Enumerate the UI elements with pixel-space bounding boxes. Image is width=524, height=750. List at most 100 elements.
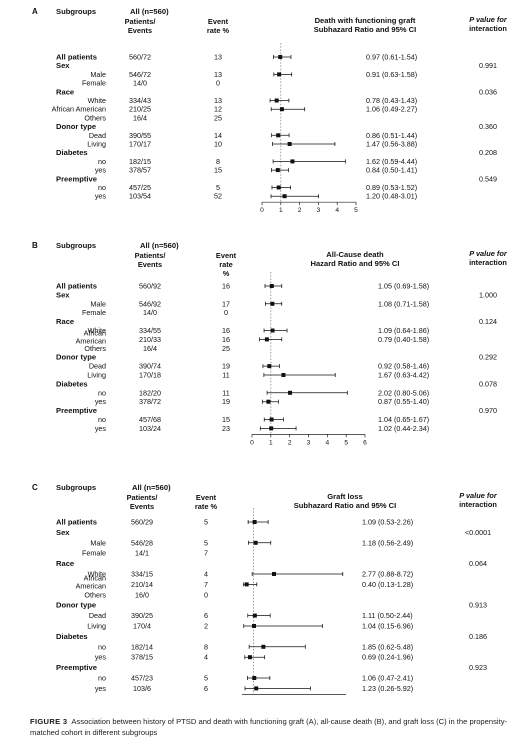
- row-label: Donor type: [56, 601, 96, 610]
- estimate-title: Subhazard Ratio and 95% CI: [314, 25, 417, 34]
- patients-events-value: 390/25: [131, 611, 153, 620]
- patients-events-header: Patients/: [127, 493, 158, 502]
- patients-events-header: Events: [138, 260, 162, 269]
- event-rate-value: 0: [216, 79, 220, 88]
- forest-plot-figure: A Subgroups All (n=560)Patients/EventsEven…: [32, 7, 508, 695]
- event-rate-value: 8: [216, 157, 220, 166]
- ci-text: 1.06 (0.47-2.41): [362, 674, 413, 683]
- point-estimate: [274, 98, 279, 103]
- point-estimate: [270, 301, 275, 306]
- patients-events-value: 457/23: [131, 674, 153, 683]
- row-label: yes: [95, 397, 107, 406]
- patients-events-value: 560/92: [139, 282, 161, 291]
- x-tick-label: 4: [335, 207, 339, 214]
- row-label: All patients: [56, 53, 97, 62]
- event-rate-header: Event: [208, 17, 229, 26]
- event-rate-header: rate %: [195, 502, 218, 511]
- row-label: Sex: [56, 290, 70, 299]
- patients-events-value: 378/15: [131, 653, 153, 662]
- point-estimate: [266, 399, 271, 404]
- patients-events-value: 170/18: [139, 371, 161, 380]
- p-value-header: P value for: [459, 491, 498, 500]
- patients-events-value: 210/25: [129, 105, 151, 114]
- patients-events-value: 560/29: [131, 518, 153, 527]
- ci-text: 0.69 (0.24-1.96): [362, 653, 413, 662]
- patients-events-value: 103/24: [139, 424, 161, 433]
- ci-text: 1.47 (0.56-3.88): [366, 140, 417, 149]
- event-rate-value: 23: [222, 424, 230, 433]
- ci-text: 1.20 (0.48-3.01): [366, 192, 417, 201]
- event-rate-value: 13: [214, 70, 222, 79]
- estimate-title: Subhazard Ratio and 95% CI: [294, 501, 397, 510]
- patients-events-value: 390/55: [129, 131, 151, 140]
- event-rate-value: 8: [204, 642, 208, 651]
- row-label: no: [98, 157, 106, 166]
- patients-events-value: 16/4: [133, 113, 147, 122]
- ci-text: 0.78 (0.43-1.43): [366, 96, 417, 105]
- row-label: yes: [95, 424, 107, 433]
- point-estimate: [244, 582, 249, 587]
- patients-events-value: 182/20: [139, 388, 161, 397]
- event-rate-value: 52: [214, 192, 222, 201]
- patients-events-value: 16/4: [143, 344, 157, 353]
- figure-caption-label: FIGURE 3: [30, 717, 68, 726]
- ci-text: 1.04 (0.15-6.96): [362, 622, 413, 631]
- ci-text: 0.91 (0.63-1.58): [366, 70, 417, 79]
- row-label: Preemptive: [56, 174, 97, 183]
- row-label: Female: [82, 549, 106, 558]
- event-rate-header: %: [223, 269, 230, 278]
- panel-label: C: [32, 483, 38, 492]
- row-label: Male: [90, 70, 106, 79]
- patients-events-value: 103/6: [133, 684, 151, 693]
- ci-text: 1.85 (0.62-5.48): [362, 642, 413, 651]
- p-value: 0.360: [479, 122, 497, 131]
- row-label: All patients: [56, 518, 97, 527]
- x-tick-label: 1: [279, 207, 283, 214]
- row-label: African: [84, 328, 106, 337]
- x-tick-label: 0: [260, 207, 264, 214]
- x-tick-label: 2: [298, 207, 302, 214]
- point-estimate: [252, 613, 257, 618]
- row-label: no: [98, 415, 106, 424]
- row-label: White: [88, 326, 106, 335]
- all-patients-header: All (n=560): [140, 241, 179, 250]
- row-label: no: [98, 642, 106, 651]
- subgroups-header: Subgroups: [56, 483, 96, 492]
- row-label: Dead: [89, 611, 106, 620]
- event-rate-value: 14: [214, 131, 222, 140]
- point-estimate: [252, 520, 257, 524]
- row-label: All patients: [56, 282, 97, 291]
- x-tick-label: 3: [307, 439, 311, 446]
- point-estimate: [272, 572, 277, 576]
- row-label: American: [76, 336, 106, 345]
- x-tick-label: 5: [354, 207, 358, 214]
- point-estimate: [277, 72, 282, 77]
- ci-text: 1.23 (0.26-5.92): [362, 684, 413, 693]
- row-label: Preemptive: [56, 663, 97, 672]
- p-value: 0.923: [469, 663, 487, 672]
- p-value: 0.913: [469, 601, 487, 610]
- ci-text: 1.04 (0.65-1.67): [378, 415, 429, 424]
- patients-events-value: 182/15: [129, 157, 151, 166]
- patients-events-value: 210/33: [139, 335, 161, 344]
- event-rate-value: 0: [204, 590, 208, 599]
- row-label: Donor type: [56, 353, 96, 362]
- p-value: 0.124: [479, 317, 497, 326]
- event-rate-value: 11: [222, 371, 229, 380]
- point-estimate: [252, 624, 257, 628]
- p-value-header: P value for: [469, 15, 508, 24]
- event-rate-header: rate %: [207, 26, 230, 35]
- p-value-header: interaction: [459, 500, 497, 509]
- event-rate-value: 16: [222, 335, 230, 344]
- x-tick-label: 3: [317, 207, 321, 214]
- forest-panel-b: B Subgroups All (n=560)Patients/Events Even…: [32, 241, 508, 446]
- ci-text: 0.84 (0.50-1.41): [366, 166, 417, 175]
- p-value-header: P value for: [469, 249, 508, 258]
- row-label: Race: [56, 559, 74, 568]
- event-rate-value: 0: [224, 308, 228, 317]
- point-estimate: [269, 417, 274, 422]
- patients-events-value: 378/57: [129, 166, 151, 175]
- ci-text: 0.40 (0.13-1.28): [362, 580, 413, 589]
- patients-events-value: 390/74: [139, 362, 161, 371]
- patients-events-value: 170/4: [133, 622, 151, 631]
